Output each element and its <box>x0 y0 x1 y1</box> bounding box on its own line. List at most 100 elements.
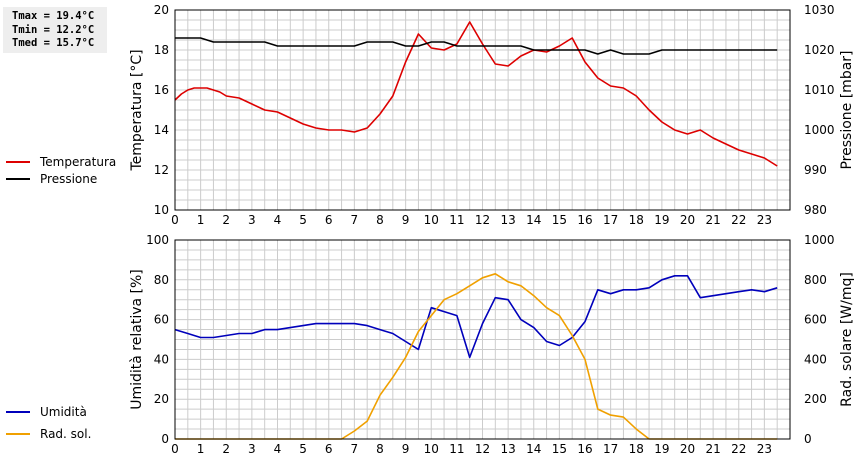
x-tick-label: 11 <box>449 442 464 456</box>
y-right-tick-label: 1000 <box>804 233 835 247</box>
y-right-tick-label: 200 <box>804 392 827 406</box>
x-tick-label: 22 <box>731 442 746 456</box>
x-tick-label: 2 <box>222 213 230 227</box>
x-tick-label: 23 <box>757 213 772 227</box>
tmin-label: Tmin = 12.2°C <box>12 23 95 36</box>
y-right-tick-label: 0 <box>804 432 812 446</box>
x-tick-label: 0 <box>171 213 179 227</box>
y-right-tick-label: 1000 <box>804 123 835 137</box>
x-tick-label: 5 <box>299 213 307 227</box>
y-right-tick-label: 1030 <box>804 3 835 17</box>
stats-box: Tmax = 19.4°C Tmin = 12.2°C Tmed = 15.7°… <box>3 7 107 53</box>
x-tick-label: 23 <box>757 442 772 456</box>
x-tick-label: 20 <box>680 442 695 456</box>
x-tick-label: 14 <box>526 213 541 227</box>
y-right-tick-label: 800 <box>804 273 827 287</box>
x-tick-label: 11 <box>449 213 464 227</box>
x-tick-label: 4 <box>274 442 282 456</box>
legend-entry-pressure: Pressione <box>6 170 116 187</box>
x-tick-label: 7 <box>351 213 359 227</box>
y-left-tick-label: 60 <box>154 313 169 327</box>
x-tick-label: 8 <box>376 213 384 227</box>
x-tick-label: 6 <box>325 213 333 227</box>
x-tick-label: 10 <box>424 213 439 227</box>
y-right-tick-label: 600 <box>804 313 827 327</box>
tmax-label: Tmax = 19.4°C <box>12 10 95 22</box>
series-line-humidity <box>174 274 778 359</box>
x-tick-label: 22 <box>731 213 746 227</box>
series-line-radiation <box>175 272 778 440</box>
x-tick-label: 1 <box>197 213 205 227</box>
x-tick-label: 15 <box>552 213 567 227</box>
x-tick-label: 0 <box>171 442 179 456</box>
y-right-tick-label: 980 <box>804 203 827 217</box>
x-tick-label: 2 <box>222 442 230 456</box>
x-tick-label: 18 <box>629 442 644 456</box>
y-right-tick-label: 1010 <box>804 83 835 97</box>
y-left-axis-label: Temperatura [°C] <box>129 49 145 171</box>
y-right-tick-label: 990 <box>804 163 827 177</box>
y-left-tick-label: 20 <box>154 392 169 406</box>
legend-entry-temperature: Temperatura <box>6 153 116 170</box>
legend-label-temperature: Temperatura <box>40 154 117 169</box>
y-right-tick-label: 400 <box>804 352 827 366</box>
legend-label-humidity: Umidità <box>40 404 87 419</box>
temperature-swatch <box>6 160 30 163</box>
chart-0: 0 1 2 3 4 5 6 7 8 9 10 11 12 13 14 15 16 17 18 19 20 21 22 2310… <box>129 3 855 227</box>
x-tick-label: 13 <box>500 442 515 456</box>
plot-frame <box>174 239 791 440</box>
x-tick-label: 14 <box>526 442 541 456</box>
series-line-temperature <box>174 21 778 167</box>
x-tick-label: 3 <box>248 213 256 227</box>
x-tick-label: 4 <box>274 213 282 227</box>
series-line-pressure <box>175 37 778 55</box>
x-tick-label: 17 <box>603 442 618 456</box>
x-tick-label: 1 <box>197 442 205 456</box>
y-right-axis-label: Rad. solare [W/mq] <box>839 272 855 407</box>
y-left-tick-label: 10 <box>154 203 169 217</box>
x-tick-label: 13 <box>500 213 515 227</box>
legend-label-pressure: Pressione <box>40 171 98 186</box>
y-right-axis-label: Pressione [mbar] <box>839 50 855 169</box>
x-tick-label: 10 <box>424 442 439 456</box>
y-left-tick-label: 12 <box>154 163 169 177</box>
plot-frame <box>174 9 791 211</box>
x-tick-label: 9 <box>402 213 410 227</box>
x-tick-label: 6 <box>325 442 333 456</box>
x-tick-label: 18 <box>629 213 644 227</box>
x-tick-label: 21 <box>705 213 720 227</box>
y-left-tick-label: 16 <box>154 83 169 97</box>
x-tick-label: 19 <box>654 213 669 227</box>
x-tick-label: 16 <box>577 213 592 227</box>
radiation-swatch <box>6 432 30 435</box>
x-tick-label: 3 <box>248 442 256 456</box>
y-left-tick-label: 80 <box>154 273 169 287</box>
y-left-tick-label: 14 <box>154 123 169 137</box>
x-tick-label: 15 <box>552 442 567 456</box>
x-tick-label: 12 <box>475 442 490 456</box>
x-tick-label: 20 <box>680 213 695 227</box>
legend-entry-humidity: Umidità <box>6 403 87 420</box>
y-right-tick-label: 1020 <box>804 43 835 57</box>
x-tick-label: 8 <box>376 442 384 456</box>
x-tick-label: 5 <box>299 442 307 456</box>
tmed-label: Tmed = 15.7°C <box>12 37 95 49</box>
y-left-tick-label: 18 <box>154 43 169 57</box>
pressure-swatch <box>6 177 30 180</box>
x-tick-label: 17 <box>603 213 618 227</box>
y-left-tick-label: 0 <box>161 432 169 446</box>
x-tick-label: 21 <box>705 442 720 456</box>
humidity-swatch <box>6 410 30 413</box>
legend-entry-radiation: Rad. sol. <box>6 425 91 442</box>
legend-label-radiation: Rad. sol. <box>40 426 92 441</box>
x-tick-label: 7 <box>351 442 359 456</box>
x-tick-label: 9 <box>402 442 410 456</box>
y-left-tick-label: 40 <box>154 352 169 366</box>
legend-top: Temperatura Pressione <box>6 153 116 187</box>
y-left-axis-label: Umidità relativa [%] <box>129 269 145 410</box>
x-tick-label: 19 <box>654 442 669 456</box>
x-tick-label: 12 <box>475 213 490 227</box>
chart-1: 0 1 2 3 4 5 6 7 8 9 10 11 12 13 14 15 16 17 18 19 20 21 22 2302… <box>129 233 855 456</box>
y-left-tick-label: 20 <box>154 3 169 17</box>
